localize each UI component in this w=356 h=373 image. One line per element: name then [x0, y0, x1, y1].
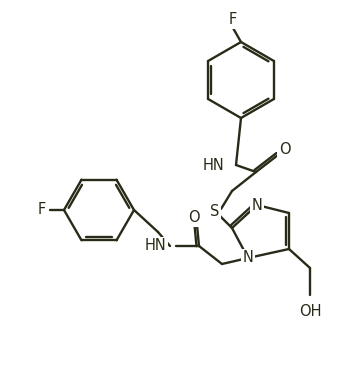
Text: N: N	[252, 197, 262, 213]
Text: OH: OH	[299, 304, 321, 319]
Text: HN: HN	[144, 238, 166, 254]
Text: N: N	[242, 251, 253, 266]
Text: F: F	[38, 203, 46, 217]
Text: O: O	[188, 210, 200, 226]
Text: HN: HN	[202, 157, 224, 172]
Text: S: S	[210, 204, 220, 219]
Text: O: O	[279, 141, 291, 157]
Text: F: F	[229, 13, 237, 28]
